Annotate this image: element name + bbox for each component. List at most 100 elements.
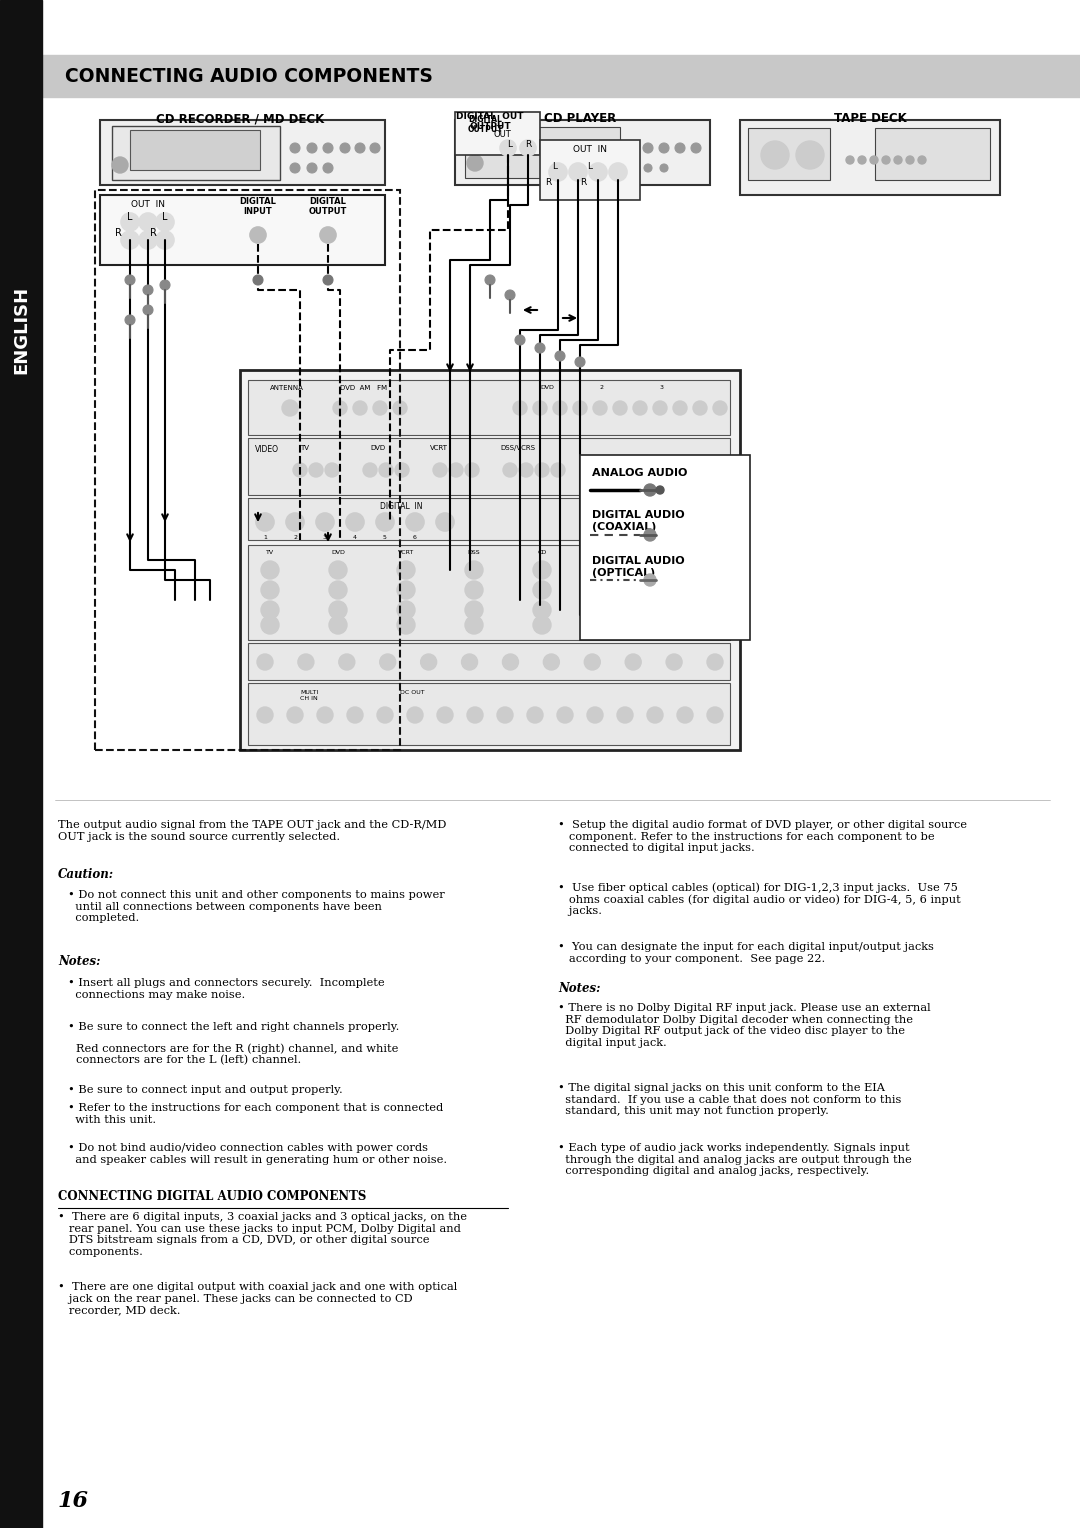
Text: CD PLAYER: CD PLAYER bbox=[544, 112, 616, 125]
Text: • Be sure to connect input and output properly.: • Be sure to connect input and output pr… bbox=[68, 1085, 342, 1096]
Text: 2: 2 bbox=[600, 385, 604, 390]
Ellipse shape bbox=[293, 463, 307, 477]
Ellipse shape bbox=[139, 212, 157, 231]
Ellipse shape bbox=[139, 231, 157, 249]
Ellipse shape bbox=[121, 231, 139, 249]
Ellipse shape bbox=[465, 561, 483, 579]
Text: The output audio signal from the TAPE OUT jack and the CD-R/MD
OUT jack is the s: The output audio signal from the TAPE OU… bbox=[58, 821, 446, 842]
Ellipse shape bbox=[363, 463, 377, 477]
Text: VIDEO: VIDEO bbox=[255, 445, 279, 454]
Ellipse shape bbox=[291, 144, 300, 153]
Text: TAPE: TAPE bbox=[603, 550, 618, 555]
Ellipse shape bbox=[379, 463, 393, 477]
Ellipse shape bbox=[125, 275, 135, 286]
Ellipse shape bbox=[323, 144, 333, 153]
Text: • Each type of audio jack works independently. Signals input
  through the digit: • Each type of audio jack works independ… bbox=[558, 1143, 912, 1177]
Text: 1: 1 bbox=[264, 535, 267, 539]
Ellipse shape bbox=[870, 156, 878, 163]
Ellipse shape bbox=[643, 144, 653, 153]
Ellipse shape bbox=[437, 707, 453, 723]
Ellipse shape bbox=[500, 141, 516, 156]
Ellipse shape bbox=[261, 561, 279, 579]
Bar bbox=[248, 643, 730, 680]
Text: 3: 3 bbox=[660, 385, 664, 390]
Ellipse shape bbox=[370, 144, 380, 153]
Bar bbox=[465, 127, 620, 177]
Text: 3: 3 bbox=[323, 535, 327, 539]
Ellipse shape bbox=[505, 290, 515, 299]
Ellipse shape bbox=[642, 463, 654, 477]
Ellipse shape bbox=[673, 400, 687, 416]
Text: • Insert all plugs and connectors securely.  Incomplete
  connections may make n: • Insert all plugs and connectors secure… bbox=[68, 978, 384, 999]
Ellipse shape bbox=[329, 581, 347, 599]
Text: • Do not connect this unit and other components to mains power
  until all conne: • Do not connect this unit and other com… bbox=[68, 889, 445, 923]
Ellipse shape bbox=[549, 163, 567, 180]
Ellipse shape bbox=[323, 163, 333, 173]
Ellipse shape bbox=[249, 228, 266, 243]
Ellipse shape bbox=[613, 400, 627, 416]
Ellipse shape bbox=[497, 707, 513, 723]
Ellipse shape bbox=[397, 561, 415, 579]
Ellipse shape bbox=[436, 513, 454, 532]
Ellipse shape bbox=[467, 707, 483, 723]
Ellipse shape bbox=[465, 463, 480, 477]
Ellipse shape bbox=[156, 231, 174, 249]
Ellipse shape bbox=[256, 513, 274, 532]
Ellipse shape bbox=[593, 463, 607, 477]
Text: VCRT: VCRT bbox=[397, 550, 414, 555]
Text: • Refer to the instructions for each component that is connected
  with this uni: • Refer to the instructions for each com… bbox=[68, 1103, 443, 1125]
Ellipse shape bbox=[551, 463, 565, 477]
Text: CD: CD bbox=[538, 550, 546, 555]
Ellipse shape bbox=[397, 581, 415, 599]
Ellipse shape bbox=[600, 561, 619, 579]
Ellipse shape bbox=[644, 575, 656, 587]
Ellipse shape bbox=[298, 654, 314, 669]
Ellipse shape bbox=[395, 463, 409, 477]
Ellipse shape bbox=[535, 463, 549, 477]
Ellipse shape bbox=[534, 581, 551, 599]
Ellipse shape bbox=[261, 581, 279, 599]
Ellipse shape bbox=[589, 163, 607, 180]
Ellipse shape bbox=[647, 707, 663, 723]
Ellipse shape bbox=[691, 144, 701, 153]
Text: 4: 4 bbox=[353, 535, 357, 539]
Bar bbox=[248, 498, 730, 539]
Ellipse shape bbox=[513, 400, 527, 416]
Ellipse shape bbox=[666, 654, 683, 669]
Ellipse shape bbox=[333, 400, 347, 416]
Ellipse shape bbox=[534, 561, 551, 579]
Bar bbox=[100, 196, 384, 264]
Bar bbox=[100, 121, 384, 185]
Ellipse shape bbox=[555, 351, 565, 361]
Text: CD RECORDER / MD DECK: CD RECORDER / MD DECK bbox=[156, 112, 324, 125]
Text: VCRT: VCRT bbox=[430, 445, 448, 451]
Ellipse shape bbox=[329, 616, 347, 634]
Ellipse shape bbox=[257, 654, 273, 669]
Ellipse shape bbox=[669, 616, 687, 634]
Ellipse shape bbox=[316, 513, 334, 532]
Ellipse shape bbox=[553, 400, 567, 416]
Ellipse shape bbox=[761, 141, 789, 170]
Text: L: L bbox=[127, 212, 133, 222]
Ellipse shape bbox=[143, 286, 153, 295]
Ellipse shape bbox=[625, 654, 642, 669]
Ellipse shape bbox=[659, 144, 669, 153]
Text: DVD: DVD bbox=[370, 445, 386, 451]
Ellipse shape bbox=[307, 163, 318, 173]
Text: L: L bbox=[588, 162, 593, 171]
Text: R: R bbox=[525, 141, 531, 150]
Text: •  Setup the digital audio format of DVD player, or other digital source
   comp: • Setup the digital audio format of DVD … bbox=[558, 821, 967, 853]
Text: CONNECTING DIGITAL AUDIO COMPONENTS: CONNECTING DIGITAL AUDIO COMPONENTS bbox=[58, 1190, 366, 1203]
Text: 7.1IN: 7.1IN bbox=[670, 550, 686, 555]
Ellipse shape bbox=[461, 654, 477, 669]
Ellipse shape bbox=[713, 463, 727, 477]
Ellipse shape bbox=[160, 280, 170, 290]
Text: • Be sure to connect the left and right channels properly.: • Be sure to connect the left and right … bbox=[68, 1022, 400, 1031]
Bar bbox=[248, 439, 730, 495]
Bar bbox=[0, 0, 42, 1528]
Bar bbox=[455, 112, 540, 154]
Text: DIGITAL
OUTPUT: DIGITAL OUTPUT bbox=[309, 197, 347, 217]
Ellipse shape bbox=[346, 513, 364, 532]
Ellipse shape bbox=[588, 707, 603, 723]
Text: ANALOG AUDIO: ANALOG AUDIO bbox=[592, 468, 687, 478]
